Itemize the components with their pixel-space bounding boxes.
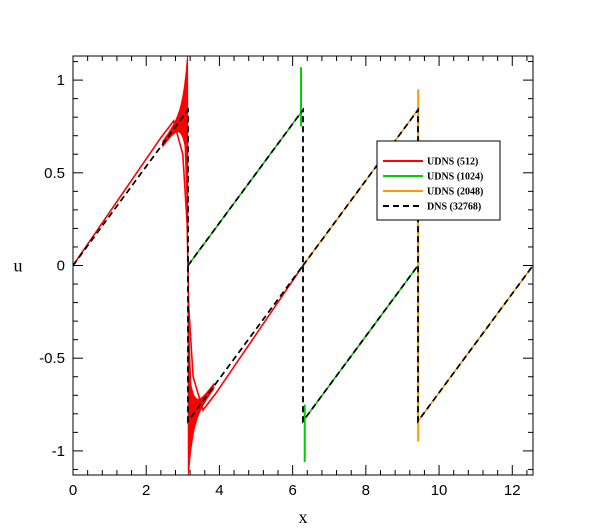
y-axis-title: u: [14, 256, 23, 276]
y-tick-label: -1: [52, 443, 65, 460]
series-group: [73, 56, 533, 475]
y-tick-label: 0: [57, 258, 65, 275]
dns-32768-overlay-1: [187, 107, 419, 424]
legend: UDNS (512) UDNS (1024) UDNS (2048) DNS (327…: [376, 140, 501, 221]
y-tick-label: 0.5: [44, 165, 65, 182]
legend-label: UDNS (1024): [427, 172, 483, 183]
udns512-oscillation-upper: [162, 58, 188, 163]
legend-label: UDNS (2048): [427, 187, 483, 198]
x-tick-label: 6: [288, 482, 296, 499]
x-tick-label: 12: [504, 482, 521, 499]
legend-label: UDNS (512): [427, 157, 478, 168]
axes: 0 2 4 6 8 10 12 -1 -0.5 0 0.5 1: [39, 55, 534, 499]
udns512-oscillation-lower: [188, 366, 215, 473]
legend-label: DNS (32768): [427, 202, 481, 213]
x-tick-label: 8: [362, 482, 370, 499]
x-tick-label: 4: [215, 482, 223, 499]
x-axis-title: x: [299, 507, 308, 527]
legend-box: [376, 140, 501, 221]
x-tick-label: 10: [431, 482, 448, 499]
dns-32768-overlay-2: [302, 107, 533, 424]
dns-32768-overlay-0: [73, 107, 304, 424]
udns-512-line-0: [73, 119, 304, 412]
y-tick-label: 1: [57, 72, 65, 89]
x-tick-label: 2: [142, 482, 150, 499]
x-tick-label: 0: [69, 482, 77, 499]
y-tick-label: -0.5: [39, 350, 65, 367]
plot-area: [73, 56, 533, 475]
